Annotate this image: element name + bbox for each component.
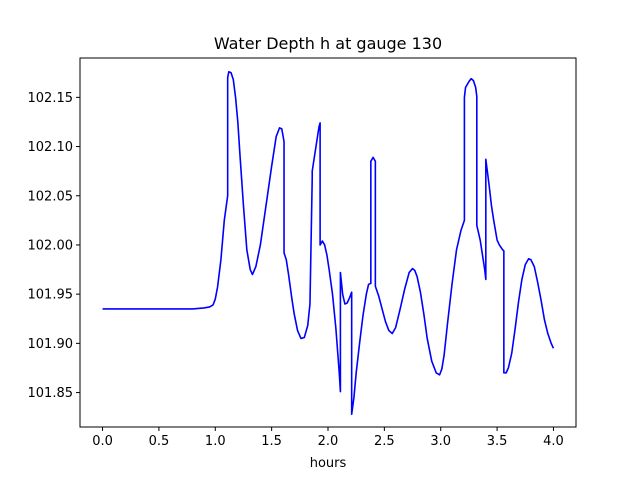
x-axis-label: hours — [310, 456, 347, 471]
y-axis-ticks: 101.85 101.90 101.95 102.00 102.05 102.10 102.… — [28, 91, 80, 401]
chart-title: Water Depth h at gauge 130 — [214, 34, 442, 53]
y-tick-label: 102.15 — [28, 91, 74, 106]
x-axis-ticks: 0.0 0.5 1.0 1.5 2.0 2.5 3.0 3.5 4.0 — [92, 427, 564, 449]
plot-area — [102, 70, 555, 416]
x-tick-label: 4.0 — [543, 434, 564, 449]
x-tick-label: 2.0 — [318, 434, 339, 449]
x-tick-label: 3.0 — [430, 434, 451, 449]
y-tick-label: 102.05 — [28, 189, 74, 204]
x-tick-label: 0.0 — [92, 434, 113, 449]
y-tick-label: 102.00 — [28, 238, 74, 253]
y-tick-label: 101.90 — [28, 337, 74, 352]
x-tick-label: 3.5 — [487, 434, 508, 449]
x-tick-label: 2.5 — [374, 434, 395, 449]
series-line-0 — [102, 70, 555, 416]
y-tick-label: 101.85 — [28, 386, 74, 401]
x-tick-label: 1.0 — [205, 434, 226, 449]
axes-frame — [79, 57, 577, 428]
x-tick-label: 1.5 — [261, 434, 282, 449]
y-tick-label: 101.95 — [28, 288, 74, 303]
y-tick-label: 102.10 — [28, 140, 74, 155]
x-tick-label: 0.5 — [149, 434, 170, 449]
